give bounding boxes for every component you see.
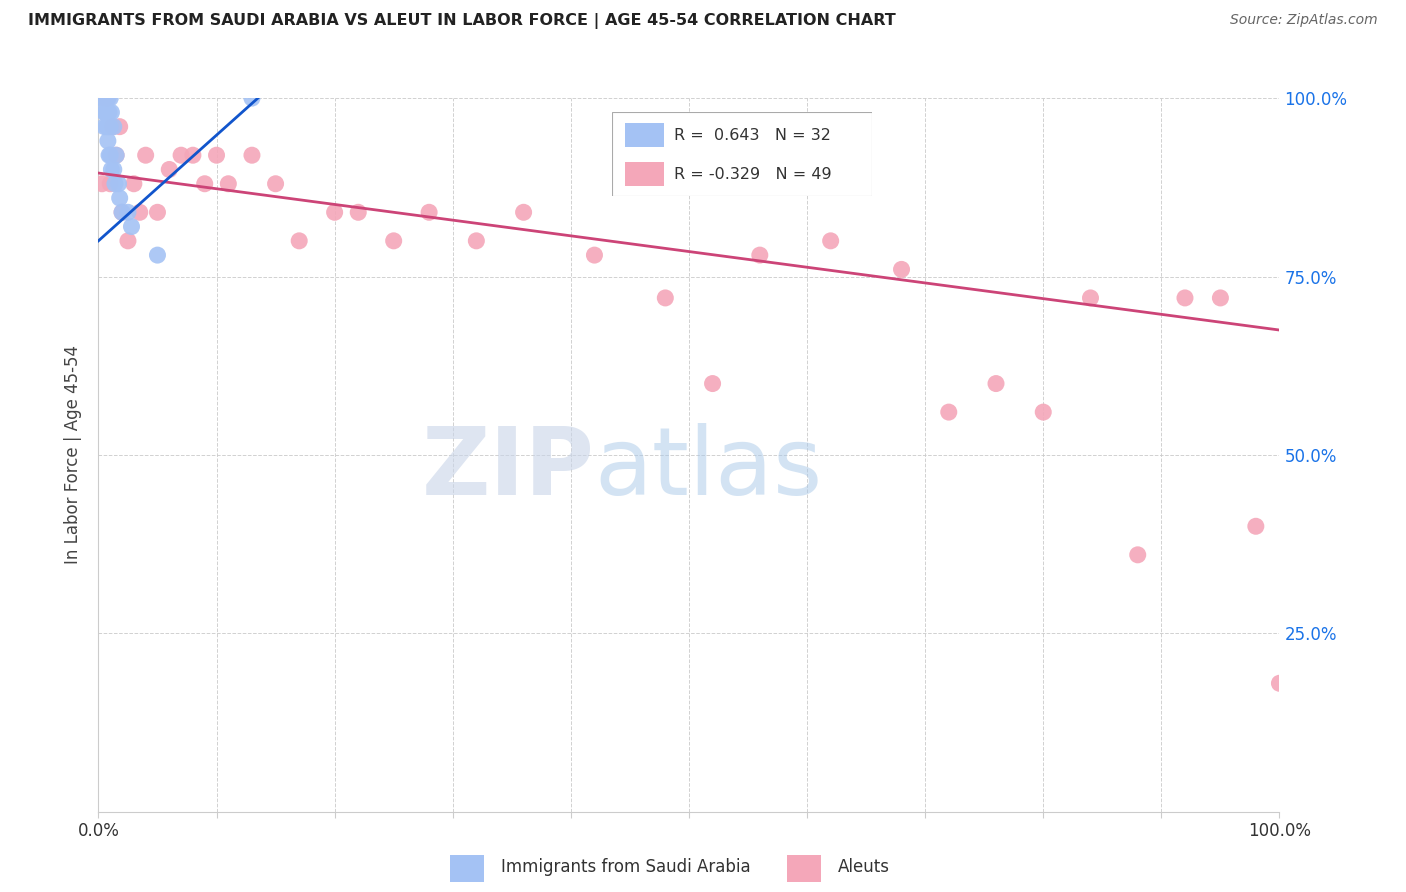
Point [820, 234, 842, 248]
Point [1080, 291, 1102, 305]
Bar [624, 162, 664, 186]
Point [984, 376, 1007, 391]
Point [748, 248, 770, 262]
Point [111, 205, 134, 219]
Point [93, 91, 115, 105]
Point [128, 205, 150, 219]
Point [117, 205, 139, 219]
Point [101, 120, 124, 134]
Point [194, 177, 217, 191]
Point [1174, 291, 1197, 305]
Point [98, 120, 121, 134]
Text: R = -0.329   N = 49: R = -0.329 N = 49 [673, 167, 832, 182]
Point [1244, 519, 1267, 533]
Point [91, 91, 114, 105]
Bar [624, 123, 664, 147]
Point [181, 148, 204, 162]
Point [111, 205, 134, 219]
Text: R =  0.643   N = 32: R = 0.643 N = 32 [673, 128, 831, 143]
Point [93, 91, 115, 105]
Point [108, 191, 131, 205]
Point [97, 134, 120, 148]
Point [94, 91, 117, 105]
Point [418, 205, 440, 219]
Point [121, 219, 143, 234]
Point [90, 91, 112, 105]
Point [512, 205, 534, 219]
Point [108, 120, 131, 134]
Point [702, 376, 724, 391]
Point [938, 405, 960, 419]
Point [1126, 548, 1149, 562]
Point [93, 105, 115, 120]
Point [170, 148, 193, 162]
Point [146, 248, 169, 262]
Point [217, 177, 239, 191]
Point [146, 205, 169, 219]
Text: Source: ZipAtlas.com: Source: ZipAtlas.com [1230, 13, 1378, 28]
Point [1209, 291, 1232, 305]
Point [98, 177, 121, 191]
Text: ZIP: ZIP [422, 423, 595, 516]
Point [382, 234, 405, 248]
Point [1268, 676, 1291, 690]
Point [96, 105, 118, 120]
Point [98, 105, 121, 120]
Point [117, 234, 139, 248]
Point [91, 177, 114, 191]
Point [98, 91, 121, 105]
Bar [787, 855, 821, 881]
Bar [450, 855, 484, 881]
Point [96, 120, 118, 134]
Point [100, 105, 122, 120]
Point [288, 234, 311, 248]
Point [94, 105, 117, 120]
Point [98, 148, 121, 162]
Point [240, 91, 263, 105]
Point [97, 120, 120, 134]
Point [107, 177, 129, 191]
Point [98, 148, 121, 162]
Point [465, 234, 488, 248]
Text: atlas: atlas [595, 423, 823, 516]
Point [157, 162, 180, 177]
Point [347, 205, 370, 219]
Text: Immigrants from Saudi Arabia: Immigrants from Saudi Arabia [501, 858, 751, 877]
Point [97, 91, 120, 105]
Point [583, 248, 606, 262]
Point [135, 148, 157, 162]
Point [1032, 405, 1054, 419]
Point [91, 91, 114, 105]
Y-axis label: In Labor Force | Age 45-54: In Labor Force | Age 45-54 [65, 345, 83, 565]
Text: IMMIGRANTS FROM SAUDI ARABIA VS ALEUT IN LABOR FORCE | AGE 45-54 CORRELATION CHA: IMMIGRANTS FROM SAUDI ARABIA VS ALEUT IN… [28, 13, 896, 29]
Point [104, 177, 127, 191]
Text: Aleuts: Aleuts [838, 858, 890, 877]
Point [103, 120, 125, 134]
Point [105, 148, 128, 162]
Point [100, 162, 122, 177]
Point [890, 262, 912, 277]
Point [323, 205, 346, 219]
Point [103, 162, 125, 177]
Point [122, 177, 145, 191]
Point [93, 120, 115, 134]
Point [264, 177, 287, 191]
Point [96, 91, 118, 105]
Point [105, 148, 128, 162]
Point [97, 91, 120, 105]
Point [205, 148, 228, 162]
Point [91, 91, 114, 105]
Point [96, 91, 118, 105]
Point [240, 148, 263, 162]
FancyBboxPatch shape [612, 112, 872, 196]
Point [654, 291, 676, 305]
